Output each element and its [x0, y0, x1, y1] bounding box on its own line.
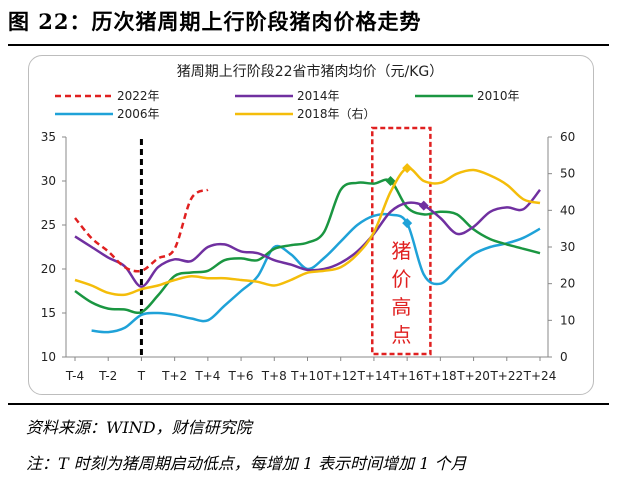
- note-text: 注：T 时刻为猪周期启动低点，每增加 1 表示时间增加 1 个月: [26, 454, 467, 473]
- y-left-tick-label: 30: [41, 174, 56, 188]
- x-tick-label: T-2: [98, 369, 117, 383]
- x-tick-label: T+20: [456, 369, 490, 383]
- chart-legend: 2022年 2014年 2010年 2006年 2018年（右）: [55, 89, 520, 121]
- x-tick-label: T-4: [65, 369, 84, 383]
- figure-title: 图 22：历次猪周期上行阶段猪肉价格走势: [8, 9, 422, 34]
- legend-label: 2014年: [297, 89, 340, 103]
- x-tick-label: T: [137, 369, 146, 383]
- y-left-tick-label: 35: [41, 130, 56, 144]
- x-tick-label: T+10: [290, 369, 324, 383]
- series-2022-line: [74, 188, 209, 273]
- x-tick-label: T+12: [323, 369, 357, 383]
- legend-label: 2018年（右）: [297, 106, 376, 121]
- line-chart: 猪周期上行阶段22省市猪肉均价（元/KG） 2022年 2014年 2010年200…: [41, 63, 576, 383]
- y-right-tick-label: 40: [560, 203, 575, 217]
- footer-rule: [8, 403, 609, 405]
- highlight-label-char: 猪: [391, 239, 411, 263]
- series-2018-peak-marker: [402, 163, 413, 174]
- series-2014-peak-marker: [418, 200, 429, 211]
- y-right-tick-label: 0: [560, 350, 568, 364]
- x-tick-label: T+22: [489, 369, 523, 383]
- series-2006-line: [91, 212, 541, 334]
- legend-label: 2010年: [477, 89, 520, 103]
- y-right-tick-label: 50: [560, 167, 575, 181]
- y-left-tick-label: 15: [41, 306, 56, 320]
- series-2010-peak-marker: [385, 176, 396, 186]
- series-2018-line: [74, 166, 541, 297]
- title-rule: [8, 44, 609, 46]
- x-tick-label: T+16: [390, 369, 424, 383]
- y-right-tick-label: 60: [560, 130, 575, 144]
- series-2014-line: [74, 188, 541, 288]
- chart-title: 猪周期上行阶段22省市猪肉均价（元/KG）: [177, 63, 444, 80]
- y-left-tick-label: 25: [41, 218, 56, 232]
- x-tick-label: T+14: [357, 369, 391, 383]
- series-2010-line: [74, 178, 541, 315]
- legend-label: 2022年: [117, 89, 160, 103]
- x-tick-label: T+2: [161, 369, 187, 383]
- highlight-box: [371, 126, 432, 356]
- y-right-tick-label: 10: [560, 313, 575, 327]
- x-tick-label: T+24: [523, 369, 557, 383]
- source-text: 资料来源：WIND，财信研究院: [26, 418, 252, 437]
- series-2006-peak-marker: [402, 218, 413, 229]
- x-tick-label: T+8: [261, 369, 287, 383]
- plot-area: 10 15 20 25 30 35 0 10 20 30 40 50 60 T-4 T-2 T T+2 T+4 T+…: [41, 126, 575, 383]
- highlight-label-char: 价: [391, 267, 411, 291]
- x-tick-label: T+6: [228, 369, 254, 383]
- x-tick-label: T+4: [194, 369, 220, 383]
- legend-label: 2006年: [117, 107, 160, 121]
- y-left-tick-label: 20: [41, 262, 56, 276]
- y-right-tick-label: 20: [560, 277, 575, 291]
- highlight-label-char: 高: [391, 295, 411, 319]
- y-left-tick-label: 10: [41, 350, 56, 364]
- y-right-tick-label: 30: [560, 240, 575, 254]
- chart-panel: [28, 55, 594, 395]
- highlight-label-char: 点: [391, 323, 411, 347]
- x-tick-label: T+18: [423, 369, 457, 383]
